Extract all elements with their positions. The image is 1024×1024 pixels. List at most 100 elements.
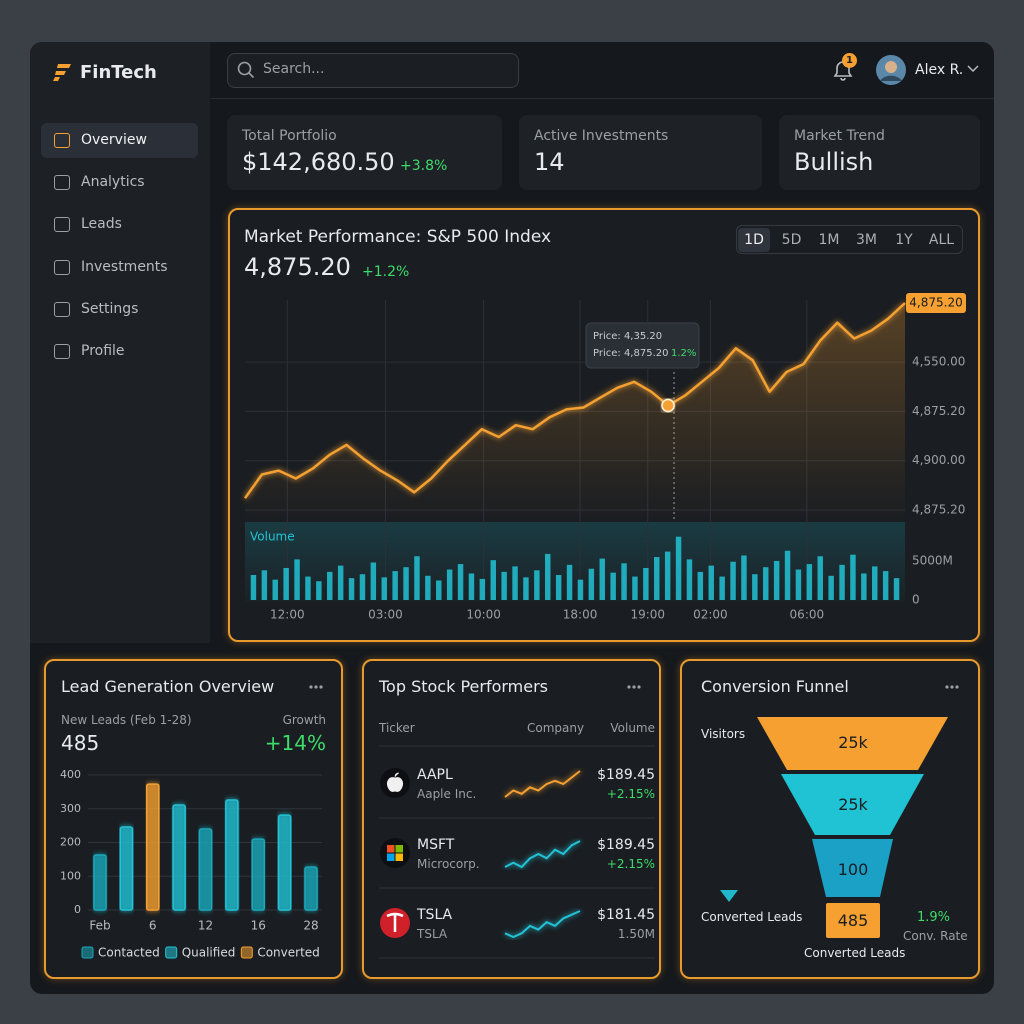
y-tick-label: 0 bbox=[74, 903, 81, 916]
nav-icon bbox=[54, 259, 70, 275]
volume-bar bbox=[893, 578, 900, 600]
x-tick-label: 02:00 bbox=[693, 608, 728, 622]
nav-item[interactable]: Overview bbox=[41, 123, 198, 158]
leads-subtitle: New Leads (Feb 1-28) bbox=[61, 713, 192, 727]
range-button[interactable]: 1D bbox=[738, 228, 770, 252]
change: 1.50M bbox=[617, 927, 655, 941]
nav-item[interactable]: Profile bbox=[41, 334, 198, 369]
user-name[interactable]: Alex R. bbox=[915, 62, 964, 78]
volume-bar bbox=[250, 575, 257, 600]
menu-dot[interactable] bbox=[637, 685, 641, 689]
volume-bar bbox=[501, 571, 507, 600]
price-line bbox=[243, 302, 906, 499]
volume-bar bbox=[272, 579, 278, 600]
volume-bar bbox=[414, 556, 420, 600]
lead-bar bbox=[277, 814, 292, 911]
nav-label: Leads bbox=[81, 216, 122, 233]
kpi-change: +3.8% bbox=[400, 158, 448, 174]
kpi-value: Bullish bbox=[794, 148, 874, 176]
menu-dot[interactable] bbox=[945, 685, 949, 689]
search-placeholder: Search... bbox=[263, 61, 325, 77]
volume-bar bbox=[882, 571, 889, 600]
volume-bar bbox=[773, 560, 780, 600]
range-button[interactable]: ALL bbox=[928, 232, 955, 248]
tooltip-change: 1.2% bbox=[671, 348, 697, 359]
menu-dot[interactable] bbox=[627, 685, 631, 689]
range-group bbox=[736, 225, 963, 254]
volume-bar bbox=[719, 576, 725, 600]
nav-item[interactable]: Analytics bbox=[41, 165, 198, 200]
search-box[interactable] bbox=[227, 53, 519, 88]
area bbox=[245, 303, 905, 522]
menu-dot[interactable] bbox=[632, 685, 636, 689]
nav-item[interactable]: Investments bbox=[41, 250, 198, 285]
volume-bar bbox=[741, 555, 747, 600]
volume-bar bbox=[784, 550, 791, 600]
y-tick-label: 5000M bbox=[912, 553, 953, 567]
lead-bar bbox=[198, 828, 213, 911]
x-tick-label: 10:00 bbox=[466, 608, 501, 622]
volume-bar bbox=[654, 557, 660, 600]
range-button[interactable]: 3M bbox=[856, 232, 877, 248]
menu-dot[interactable] bbox=[955, 685, 959, 689]
nav-item[interactable]: Leads bbox=[41, 207, 198, 242]
conversion-rate: 1.9% bbox=[917, 910, 951, 925]
y-tick-label: 300 bbox=[60, 802, 81, 815]
volume-bar bbox=[545, 553, 551, 600]
notification-badge: 1 bbox=[842, 53, 857, 68]
current-badge bbox=[906, 292, 966, 313]
funnel-stage-label: 485 bbox=[837, 911, 869, 930]
column-header: Volume bbox=[610, 721, 655, 735]
msft-logo bbox=[380, 838, 410, 868]
leads-title: Lead Generation Overview bbox=[61, 677, 275, 696]
volume-bar bbox=[479, 578, 486, 600]
volume-bar bbox=[632, 576, 638, 600]
lead-bar bbox=[93, 854, 107, 911]
leads-panel bbox=[44, 659, 343, 979]
x-tick-label: Feb bbox=[89, 919, 110, 933]
nav-icon bbox=[54, 133, 70, 148]
nav-item[interactable]: Settings bbox=[41, 292, 198, 327]
volume-bar bbox=[610, 572, 616, 600]
volume-bar bbox=[817, 556, 823, 600]
nav-icon bbox=[54, 175, 70, 191]
funnel-footer: Converted Leads bbox=[804, 946, 906, 960]
kpi-label: Market Trend bbox=[794, 128, 885, 144]
funnel-stage bbox=[781, 774, 924, 835]
menu-dot[interactable] bbox=[314, 685, 318, 689]
search-icon bbox=[237, 61, 255, 79]
volume-bar bbox=[752, 574, 758, 600]
nav-label: Investments bbox=[81, 258, 168, 275]
volume-bar bbox=[261, 570, 268, 600]
y-tick-label: 0 bbox=[912, 593, 920, 607]
menu-dot[interactable] bbox=[319, 685, 323, 689]
range-button[interactable]: 5D bbox=[781, 232, 802, 248]
volume-bar bbox=[403, 567, 409, 600]
x-tick-label: 28 bbox=[303, 919, 318, 933]
menu-dot[interactable] bbox=[950, 685, 954, 689]
msft-square bbox=[387, 845, 395, 853]
msft-square bbox=[387, 853, 395, 861]
tooltip bbox=[585, 322, 700, 369]
kpi-card: Market Trend Bullish bbox=[779, 115, 980, 190]
x-tick-label: 12:00 bbox=[270, 608, 305, 622]
volume-bar bbox=[370, 562, 377, 600]
avatar[interactable] bbox=[875, 54, 907, 86]
volume-bar bbox=[861, 573, 867, 600]
apple-logo-mark bbox=[387, 772, 403, 792]
volume-bar bbox=[381, 577, 387, 600]
volume-label: Volume bbox=[250, 530, 295, 544]
volume-bar bbox=[730, 561, 736, 600]
volume-bar bbox=[392, 571, 398, 600]
volume-bar bbox=[490, 560, 496, 600]
menu-dot[interactable] bbox=[309, 685, 313, 689]
funnel-stage-label: 100 bbox=[837, 860, 869, 879]
volume-bar bbox=[599, 558, 605, 600]
range-button[interactable]: 1M bbox=[818, 232, 840, 248]
x-tick-label: 19:00 bbox=[630, 608, 665, 622]
range-button[interactable]: 1Y bbox=[895, 232, 913, 248]
volume-bar bbox=[872, 566, 878, 600]
volume-bar bbox=[643, 567, 649, 600]
nav-icon bbox=[54, 217, 70, 233]
